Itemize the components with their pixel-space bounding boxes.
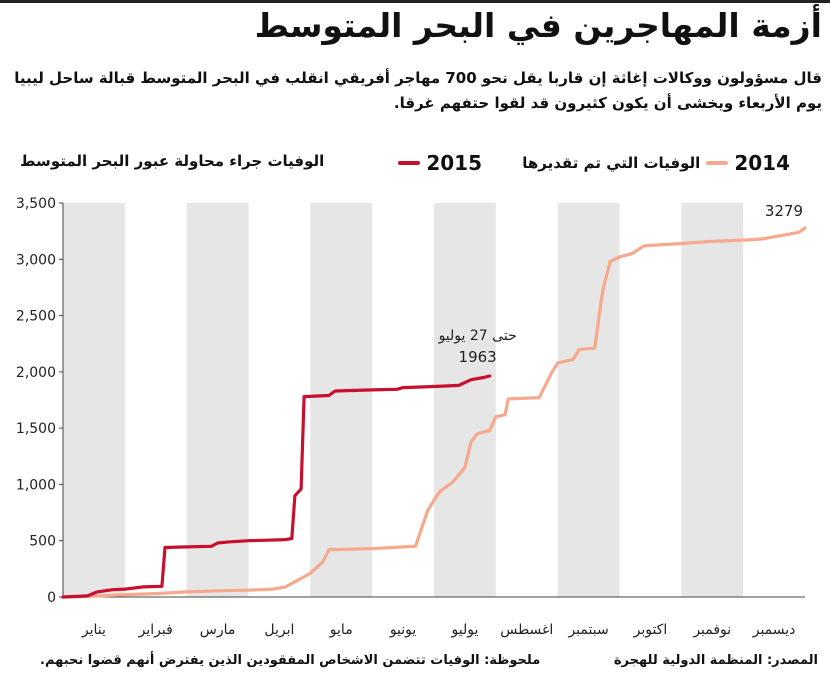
y-tick-label: 1,000 xyxy=(16,477,56,493)
y-tick-label: 2,500 xyxy=(16,309,56,325)
page-title: أزمة المهاجرين في البحر المتوسط xyxy=(254,6,822,45)
x-tick-label: مايو xyxy=(329,622,353,638)
month-band xyxy=(681,203,744,597)
y-tick-label: 3,000 xyxy=(16,252,56,268)
series-line-2014 xyxy=(61,226,807,599)
x-tick-label: اكتوبر xyxy=(633,622,668,638)
x-tick-label: سبتمبر xyxy=(567,622,608,638)
x-tick-label: اغسطس xyxy=(500,622,553,638)
month-band xyxy=(186,203,249,597)
y-tick-label: 1,500 xyxy=(16,421,56,437)
data-label-2015-date: حتى 27 يوليو xyxy=(438,328,517,344)
y-tick-label: 2,000 xyxy=(16,365,56,381)
x-tick-label: نوفمبر xyxy=(692,622,731,638)
legend-swatch-2015 xyxy=(398,161,421,165)
footer-source: المصدر: المنظمة الدولية للهجرة xyxy=(613,653,818,668)
legend-swatch-2014 xyxy=(706,161,729,165)
chart-svg: 0 500 1,000 1,500 2,000 2,500 3,000 3,500 يناير ف… xyxy=(16,196,807,638)
legend-label-2014: الوفيات التي تم تقديرها xyxy=(522,154,701,172)
data-label-2015-end: 1963 xyxy=(459,348,497,366)
footer-note: ملحوظة: الوفيات تتضمن الاشخاص المفقودين … xyxy=(40,653,541,668)
series-line-2015 xyxy=(61,374,492,599)
legend-year-2014: 2014 xyxy=(734,151,790,175)
legend-item-2014: 2014 الوفيات التي تم تقديرها xyxy=(522,151,790,175)
top-rule xyxy=(0,0,830,3)
x-tick-label: ابريل xyxy=(264,622,294,638)
y-tick-label: 500 xyxy=(29,534,56,550)
y-tick-label: 3,500 xyxy=(16,196,56,212)
x-tick-label: فبراير xyxy=(138,622,173,638)
month-band xyxy=(310,203,373,597)
x-tick-label: ديسمبر xyxy=(752,622,796,638)
x-tick-label: مارس xyxy=(200,622,236,638)
data-label-2014-end: 3279 xyxy=(765,202,803,220)
legend-item-2015: 2015 xyxy=(398,151,482,175)
x-tick-label: يونيو xyxy=(389,622,417,638)
month-band xyxy=(63,203,125,597)
y-axis-title: الوفيات جراء محاولة عبور البحر المتوسط xyxy=(20,152,325,170)
page-subtitle: قال مسؤولون ووكالات إغاثة إن قاربا يقل ن… xyxy=(14,69,822,112)
y-tick-label: 0 xyxy=(47,590,56,606)
x-tick-label: يناير xyxy=(81,622,106,638)
legend-year-2015: 2015 xyxy=(426,151,482,175)
x-tick-label: يوليو xyxy=(450,622,478,638)
month-band xyxy=(434,203,496,597)
